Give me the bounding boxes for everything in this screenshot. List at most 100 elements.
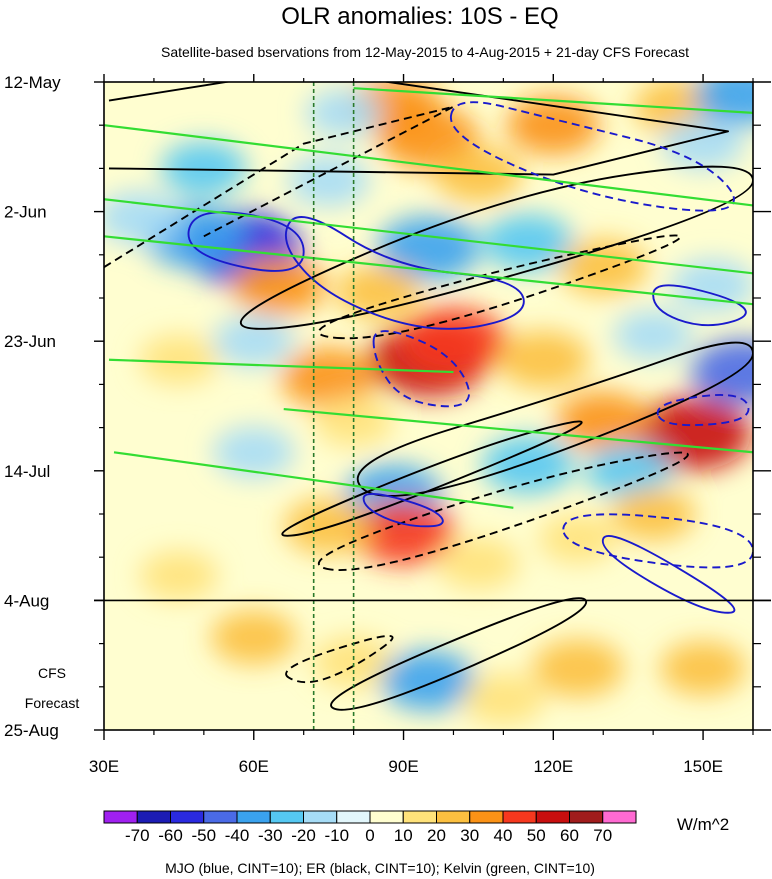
colorbar-label: -40 (225, 826, 250, 845)
y-tick-label: 23-Jun (4, 332, 56, 351)
plot-frame (103, 81, 754, 731)
colorbar-label: -60 (158, 826, 183, 845)
kelvin-contour-21 (108, 358, 454, 374)
x-tick-label: 30E (89, 757, 119, 776)
anomaly-blob-23 (212, 315, 295, 367)
mjo-contour-16 (656, 394, 750, 427)
colorbar-label: -50 (191, 826, 216, 845)
colorbar-swatch (269, 810, 304, 824)
chart-subtitle: Satellite-based bservations from 12-May-… (161, 44, 689, 60)
mjo-contour-14 (450, 101, 735, 212)
mjo-contour-9 (284, 216, 525, 330)
colorbar-swatch (303, 810, 338, 824)
anomaly-blobs (104, 82, 753, 725)
colorbar-label: 10 (394, 826, 413, 845)
mjo-contour-17 (562, 513, 753, 569)
anomaly-blob-31 (585, 443, 671, 498)
kelvin-contour-18 (104, 124, 753, 207)
colorbar-label: 50 (527, 826, 546, 845)
kelvin-contour-22 (283, 407, 753, 454)
colorbar-swatch (569, 810, 604, 824)
anomaly-blob-34 (352, 500, 455, 565)
y-tick-label: 12-May (4, 73, 61, 92)
anomaly-blob-45 (462, 673, 545, 725)
chart-title: OLR anomalies: 10S - EQ (281, 3, 558, 30)
colorbar-swatch (369, 810, 404, 824)
colorbar-swatch (469, 810, 504, 824)
x-tick-label: 60E (239, 757, 269, 776)
kelvin-contour-19 (104, 198, 753, 275)
colorbar-swatch (136, 810, 171, 824)
anomaly-field (104, 82, 753, 730)
y-tick-label: 25-Aug (4, 721, 59, 740)
anomaly-blob-30 (481, 435, 575, 494)
anomaly-blob-27 (634, 397, 752, 471)
anomaly-blob-43 (532, 639, 624, 698)
x-tick-label: 150E (683, 757, 723, 776)
colorbar-swatch (502, 810, 537, 824)
anomaly-blob-40 (210, 610, 297, 665)
anomaly-blob-37 (611, 487, 696, 541)
colorbar-label: 40 (494, 826, 513, 845)
colorbar-swatch (203, 810, 238, 824)
anomaly-blob-36 (437, 537, 520, 590)
forecast-label-line1: CFS (38, 665, 66, 681)
er-contour-7 (318, 451, 689, 571)
anomaly-blob-9 (694, 82, 753, 126)
y-tick-label: 4-Aug (4, 591, 49, 610)
er-contour-5 (104, 105, 455, 268)
anomaly-blob-21 (281, 348, 377, 409)
mjo-contour-15 (372, 330, 471, 408)
anomaly-blob-14 (482, 213, 574, 272)
kelvin-contour-24 (353, 87, 753, 114)
anomaly-blob-5 (161, 141, 247, 196)
colorbar-swatch (103, 810, 138, 824)
anomaly-blob-2 (506, 95, 600, 155)
er-contour-1 (239, 165, 753, 330)
anomaly-blob-25 (690, 339, 753, 405)
contour-legend: MJO (blue, CINT=10); ER (black, CINT=10)… (165, 860, 595, 876)
colorbar-label: 60 (560, 826, 579, 845)
mjo-contour-12 (601, 535, 736, 614)
axes: 30E 60E 90E 120E 150E 12-May 2-Jun 23-Jun 14-Jul… (4, 73, 771, 776)
colorbar-label: 0 (365, 826, 374, 845)
er-contour-8 (285, 634, 394, 684)
colorbar: -70 -60 -50 -40 -30 -20 -10 0 10 20 30 40 50 60 70 (103, 810, 637, 845)
y-tick-label: 2-Jun (4, 203, 47, 222)
anomaly-blob-26 (613, 310, 693, 360)
anomaly-blob-32 (212, 426, 295, 479)
colorbar-swatch (602, 810, 637, 824)
er-contour-6 (317, 234, 682, 340)
colorbar-label: -70 (125, 826, 150, 845)
kelvin-contour-23 (113, 451, 514, 509)
colorbar-label: 20 (427, 826, 446, 845)
colorbar-swatch (535, 810, 570, 824)
wave-contours (104, 82, 753, 711)
colorbar-label: -30 (258, 826, 283, 845)
x-tick-label: 90E (388, 757, 418, 776)
mjo-contour-10 (362, 492, 444, 528)
mjo-contour-11 (652, 284, 747, 327)
anomaly-blob-38 (539, 514, 618, 564)
colorbar-swatch (402, 810, 437, 824)
anomaly-blob-20 (399, 307, 508, 375)
er-contour-2 (356, 341, 753, 497)
x-tick-label: 120E (533, 757, 573, 776)
colorbar-swatch (336, 810, 371, 824)
colorbar-swatch (170, 810, 205, 824)
anomaly-blob-24 (139, 334, 219, 385)
anomaly-blob-4 (305, 88, 382, 137)
colorbar-units: W/m^2 (677, 815, 729, 834)
colorbar-label: 70 (593, 826, 612, 845)
colorbar-label: -20 (291, 826, 316, 845)
colorbar-swatch (436, 810, 471, 824)
er-contour-3 (281, 420, 583, 537)
anomaly-blob-6 (287, 154, 370, 207)
anomaly-blob-7 (434, 147, 523, 203)
colorbar-label: 30 (460, 826, 479, 845)
colorbar-swatch (236, 810, 271, 824)
kelvin-contour-20 (104, 235, 753, 306)
anomaly-blob-22 (497, 330, 589, 389)
anomaly-blob-15 (232, 256, 326, 315)
